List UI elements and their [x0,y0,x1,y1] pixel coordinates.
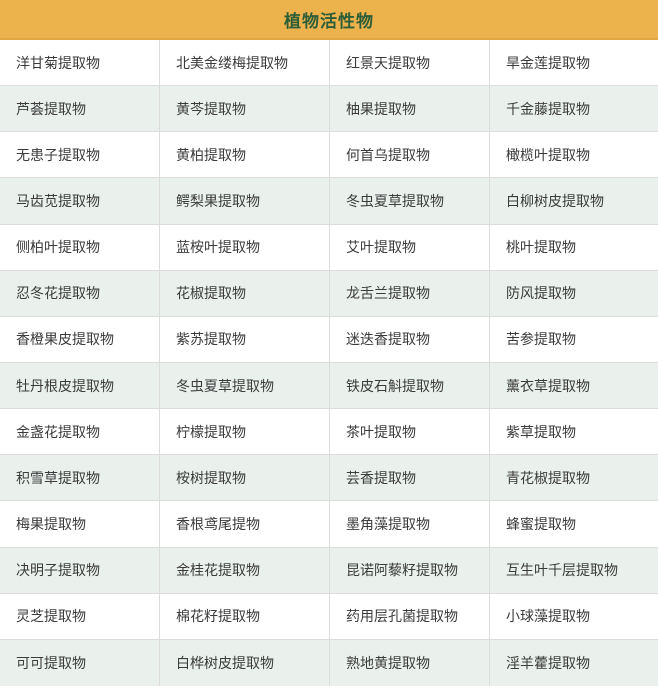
table-cell: 柚果提取物 [330,86,490,133]
extract-table: 洋甘菊提取物 北美金缕梅提取物 红景天提取物 旱金莲提取物 芦荟提取物 黄芩提取物 柚果提取… [0,40,658,686]
table-cell: 千金藤提取物 [490,86,658,133]
table-cell: 旱金莲提取物 [490,40,658,87]
table-cell: 牡丹根皮提取物 [0,362,160,410]
table-cell: 侧柏叶提取物 [0,224,160,271]
table-cell: 迷迭香提取物 [330,316,490,363]
table-row: 香橙果皮提取物 紫苏提取物 迷迭香提取物 苦参提取物 [0,316,658,363]
table-cell: 桃叶提取物 [490,225,658,271]
table-cell: 墨角藻提取物 [330,501,490,548]
table-row: 积雪草提取物 桉树提取物 芸香提取物 青花椒提取物 [0,455,658,502]
table-cell: 苦参提取物 [490,317,658,363]
table-cell: 棉花籽提取物 [160,593,330,640]
table-title: 植物活性物 [0,0,658,40]
table-cell: 药用层孔菌提取物 [330,593,490,640]
table-cell: 何首乌提取物 [330,132,490,179]
table-cell: 龙舌兰提取物 [330,270,490,317]
table-cell: 金盏花提取物 [0,409,160,456]
table-cell: 决明子提取物 [0,547,160,594]
table-row: 马齿苋提取物 鳄梨果提取物 冬虫夏草提取物 白柳树皮提取物 [0,178,658,225]
table-row: 梅果提取物 香根鸢尾提物 墨角藻提取物 蜂蜜提取物 [0,501,658,548]
table-cell: 灵芝提取物 [0,593,160,640]
table-cell: 茶叶提取物 [330,409,490,456]
table-cell: 蜂蜜提取物 [490,501,658,548]
table-cell: 香根鸢尾提物 [160,501,330,548]
table-cell: 无患子提取物 [0,132,160,179]
table-cell: 金桂花提取物 [160,547,330,594]
table-row: 无患子提取物 黄柏提取物 何首乌提取物 橄榄叶提取物 [0,132,658,179]
table-cell: 芸香提取物 [330,455,490,502]
table-cell: 红景天提取物 [330,40,490,87]
table-cell: 青花椒提取物 [490,455,658,502]
table-cell: 昆诺阿藜籽提取物 [330,547,490,594]
table-row: 可可提取物 白桦树皮提取物 熟地黄提取物 淫羊藿提取物 [0,639,658,686]
table-cell: 可可提取物 [0,639,160,686]
table-cell: 淫羊藿提取物 [506,654,590,671]
table-row: 牡丹根皮提取物 冬虫夏草提取物 铁皮石斛提取物 薰衣草提取物 [0,362,658,410]
table-row: 芦荟提取物 黄芩提取物 柚果提取物 千金藤提取物 [0,86,658,133]
table-row: 洋甘菊提取物 北美金缕梅提取物 红景天提取物 旱金莲提取物 [0,40,658,87]
table-cell: 黄柏提取物 [160,132,330,179]
table-cell: 鳄梨果提取物 [160,178,330,225]
table-cell: 熟地黄提取物 [330,639,490,686]
table-cell: 冬虫夏草提取物 [330,178,490,225]
table-cell: 白桦树皮提取物 [160,639,330,686]
table-cell: 蓝桉叶提取物 [160,224,330,271]
table-cell: 洋甘菊提取物 [0,40,160,87]
table-cell: 忍冬花提取物 [0,270,160,317]
table-cell: 艾叶提取物 [330,224,490,271]
table-cell: 薰衣草提取物 [490,363,658,410]
table-cell: 橄榄叶提取物 [490,132,658,179]
table-row: 侧柏叶提取物 蓝桉叶提取物 艾叶提取物 桃叶提取物 [0,224,658,271]
table-row: 忍冬花提取物 花椒提取物 龙舌兰提取物 防风提取物 [0,270,658,317]
table-cell: 白柳树皮提取物 [490,178,658,225]
table-cell: 柠檬提取物 [160,409,330,456]
table-row: 灵芝提取物 棉花籽提取物 药用层孔菌提取物 小球藻提取物 [0,593,658,640]
table-cell: 积雪草提取物 [0,455,160,502]
table-row: 决明子提取物 金桂花提取物 昆诺阿藜籽提取物 互生叶千层提取物 [0,547,658,594]
table-cell: 紫苏提取物 [160,316,330,363]
table-cell: 北美金缕梅提取物 [160,40,330,87]
table-cell: 香橙果皮提取物 [0,316,160,363]
table-cell: 小球藻提取物 [490,594,658,640]
table-cell: 防风提取物 [490,271,658,317]
table-cell: 花椒提取物 [160,270,330,317]
table-cell: 互生叶千层提取物 [490,548,658,594]
table-cell: 桉树提取物 [160,455,330,502]
table-cell: 紫草提取物 [490,409,658,456]
table-cell: 黄芩提取物 [160,86,330,133]
table-cell: 梅果提取物 [0,501,160,548]
table-cell: 冬虫夏草提取物 [160,362,330,410]
table-row: 金盏花提取物 柠檬提取物 茶叶提取物 紫草提取物 [0,409,658,456]
table-cell: 芦荟提取物 [0,86,160,133]
table-cell: 铁皮石斛提取物 [330,362,490,410]
table-cell: 马齿苋提取物 [0,178,160,225]
